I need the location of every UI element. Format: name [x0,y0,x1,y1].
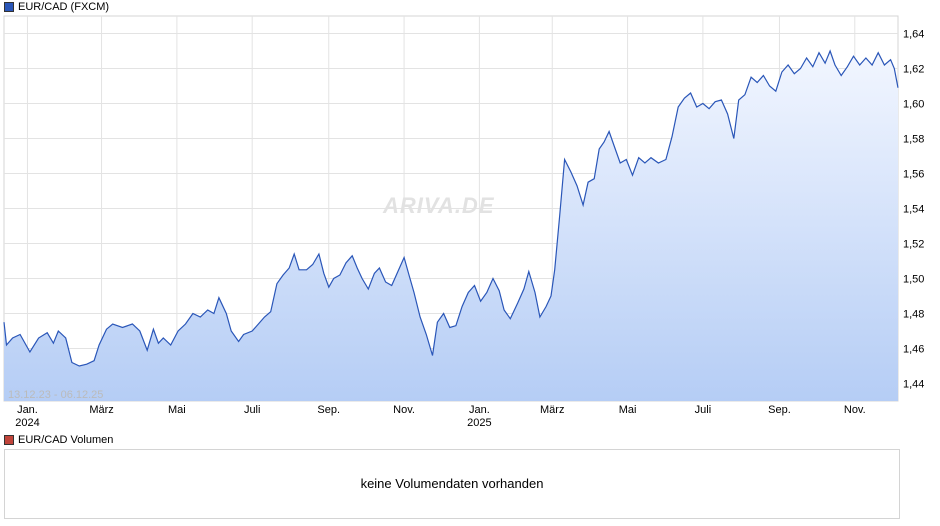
x-tick-year-label: 2024 [15,417,39,429]
volume-title: EUR/CAD Volumen [18,434,114,446]
price-line [3,49,899,367]
x-tick-label: März [540,404,564,416]
x-tick-label: Nov. [393,404,415,416]
price-legend-swatch [4,2,14,12]
x-tick-label: Jan. [17,404,38,416]
volume-legend: EUR/CAD Volumen [4,434,113,446]
y-tick-label: 1,64 [903,29,924,41]
x-tick-label: März [89,404,113,416]
y-tick-label: 1,60 [903,99,924,111]
watermark: ARIVA.DE [382,193,495,218]
volume-empty-message: keine Volumendaten vorhanden [360,476,544,491]
y-tick-label: 1,62 [903,64,924,76]
x-tick-label: Sep. [317,404,340,416]
x-tick-label: Juli [244,404,261,416]
x-tick-label: Nov. [844,404,866,416]
volume-legend-swatch [4,435,14,445]
x-tick-year-label: 2025 [467,417,491,429]
chart-title: EUR/CAD (FXCM) [18,1,110,13]
date-range-label: 13.12.23 - 06.12.25 [8,389,103,401]
y-tick-label: 1,54 [903,204,924,216]
y-tick-label: 1,50 [903,274,924,286]
x-tick-label: Juli [695,404,712,416]
y-tick-label: 1,56 [903,169,924,181]
x-tick-label: Sep. [768,404,791,416]
y-tick-label: 1,44 [903,379,924,391]
y-tick-label: 1,46 [903,344,924,356]
y-tick-label: 1,58 [903,134,924,146]
price-chart: ARIVA.DE 1,44 1,46 1,48 1,50 1,52 1,54 1,56 1,5… [3,15,924,429]
x-tick-label: Mai [168,404,186,416]
x-tick-label: Mai [619,404,637,416]
price-area [4,51,898,401]
y-axis: 1,44 1,46 1,48 1,50 1,52 1,54 1,56 1,58 1,60 1,62… [903,29,924,391]
price-legend: EUR/CAD (FXCM) [4,1,109,13]
y-tick-label: 1,52 [903,239,924,251]
x-tick-label: Jan. [469,404,490,416]
volume-panel: keine Volumendaten vorhanden [4,449,900,519]
y-tick-label: 1,48 [903,309,924,321]
